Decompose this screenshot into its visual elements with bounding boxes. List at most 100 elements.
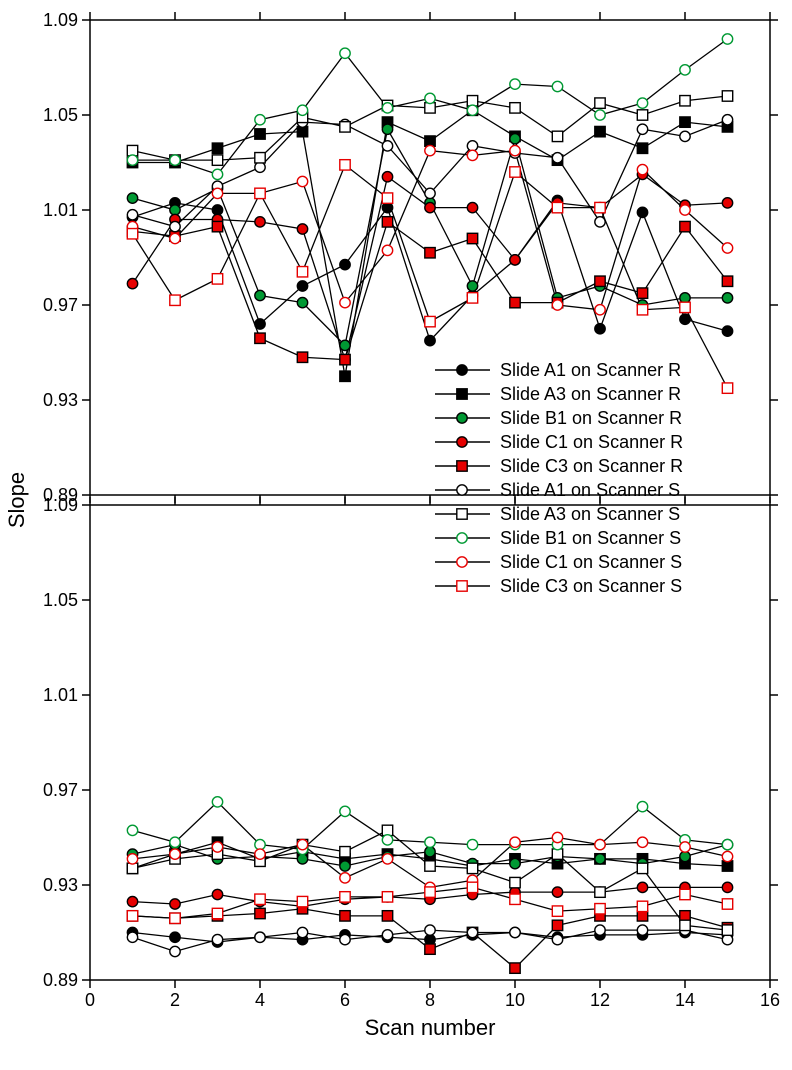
series-marker-C1S (467, 150, 477, 160)
series-marker-B1R (595, 854, 605, 864)
legend-label: Slide C1 on Scanner R (500, 432, 683, 452)
xtick-label: 16 (760, 990, 780, 1010)
ytick-label: 0.89 (43, 970, 78, 990)
series-marker-C3R (510, 963, 520, 973)
series-marker-C1R (425, 202, 435, 212)
series-marker-A1S (637, 124, 647, 134)
xtick-label: 8 (425, 990, 435, 1010)
legend-label: Slide A3 on Scanner R (500, 384, 681, 404)
series-marker-A3R (255, 129, 265, 139)
legend-marker-B1R (457, 413, 467, 423)
series-marker-C1S (722, 243, 732, 253)
series-marker-C1S (382, 245, 392, 255)
series-marker-A3R (340, 371, 350, 381)
series-marker-C1S (680, 205, 690, 215)
legend-marker-C1R (457, 437, 467, 447)
series-marker-C3S (212, 274, 222, 284)
series-marker-C3S (382, 193, 392, 203)
series-marker-C1S (170, 849, 180, 859)
series-marker-A1S (127, 932, 137, 942)
xtick-label: 12 (590, 990, 610, 1010)
series-marker-B1S (170, 155, 180, 165)
series-marker-C1S (170, 233, 180, 243)
series-marker-A1S (552, 934, 562, 944)
series-marker-C3R (340, 911, 350, 921)
series-marker-B1S (340, 806, 350, 816)
series-marker-A3S (212, 155, 222, 165)
series-marker-C1S (127, 854, 137, 864)
series-marker-B1S (680, 65, 690, 75)
series-marker-C1S (212, 842, 222, 852)
series-marker-C3R (637, 288, 647, 298)
series-marker-A3R (212, 143, 222, 153)
series-marker-C3S (297, 267, 307, 277)
series-marker-C1R (510, 255, 520, 265)
series-marker-C1R (552, 887, 562, 897)
series-marker-B1S (297, 105, 307, 115)
series-marker-A3S (552, 131, 562, 141)
series-marker-A1S (255, 932, 265, 942)
series-marker-C3R (382, 217, 392, 227)
ytick-label: 1.01 (43, 200, 78, 220)
series-marker-A3S (467, 863, 477, 873)
series-marker-C3R (297, 352, 307, 362)
series-marker-C1R (212, 889, 222, 899)
legend-label: Slide C3 on Scanner R (500, 456, 683, 476)
series-marker-C3R (467, 233, 477, 243)
series-marker-B1R (510, 134, 520, 144)
series-marker-C3R (425, 944, 435, 954)
series-marker-C3R (680, 221, 690, 231)
series-marker-C3R (255, 908, 265, 918)
series-marker-C3R (552, 920, 562, 930)
series-marker-B1S (637, 98, 647, 108)
series-marker-C3S (595, 904, 605, 914)
series-marker-C3S (425, 887, 435, 897)
series-marker-C1S (255, 849, 265, 859)
series-marker-B1S (382, 103, 392, 113)
series-marker-A3S (680, 96, 690, 106)
series-marker-C3S (722, 383, 732, 393)
legend-label: Slide C1 on Scanner S (500, 552, 682, 572)
series-marker-A3S (340, 122, 350, 132)
series-marker-C3R (425, 248, 435, 258)
series-marker-C3R (382, 911, 392, 921)
series-marker-A3R (680, 117, 690, 127)
series-marker-A1S (170, 946, 180, 956)
xtick-label: 10 (505, 990, 525, 1010)
series-marker-B1R (297, 297, 307, 307)
series-marker-B1S (595, 110, 605, 120)
series-marker-B1R (340, 861, 350, 871)
series-marker-C3R (595, 276, 605, 286)
series-marker-B1S (510, 79, 520, 89)
series-marker-A1S (297, 927, 307, 937)
series-marker-C3S (637, 901, 647, 911)
series-marker-C1S (595, 305, 605, 315)
legend-marker-C3R (457, 461, 467, 471)
series-marker-C1R (297, 224, 307, 234)
series-marker-A1S (425, 925, 435, 935)
slope-chart: 0.890.930.971.011.051.090.890.930.971.01… (0, 0, 792, 1070)
series-marker-A1R (595, 324, 605, 334)
series-marker-C3R (510, 297, 520, 307)
legend-label: Slide A1 on Scanner R (500, 360, 681, 380)
ylabel: Slope (4, 472, 29, 528)
series-marker-A1S (510, 927, 520, 937)
series-marker-B1R (722, 293, 732, 303)
series-marker-C1S (297, 176, 307, 186)
legend-marker-C1S (457, 557, 467, 567)
series-marker-C1S (680, 842, 690, 852)
series-marker-A1S (595, 217, 605, 227)
series-marker-C1R (255, 217, 265, 227)
series-marker-A1S (467, 927, 477, 937)
series-marker-A1S (637, 925, 647, 935)
series-marker-C1R (467, 202, 477, 212)
series-marker-A1R (637, 207, 647, 217)
xtick-label: 14 (675, 990, 695, 1010)
legend: Slide A1 on Scanner R Slide A3 on Scanner… (435, 360, 683, 596)
series-marker-A1S (340, 934, 350, 944)
series-marker-B1R (255, 290, 265, 300)
legend-label: Slide A3 on Scanner S (500, 504, 680, 524)
xtick-label: 6 (340, 990, 350, 1010)
series-marker-C3S (212, 908, 222, 918)
series-marker-C3S (340, 892, 350, 902)
